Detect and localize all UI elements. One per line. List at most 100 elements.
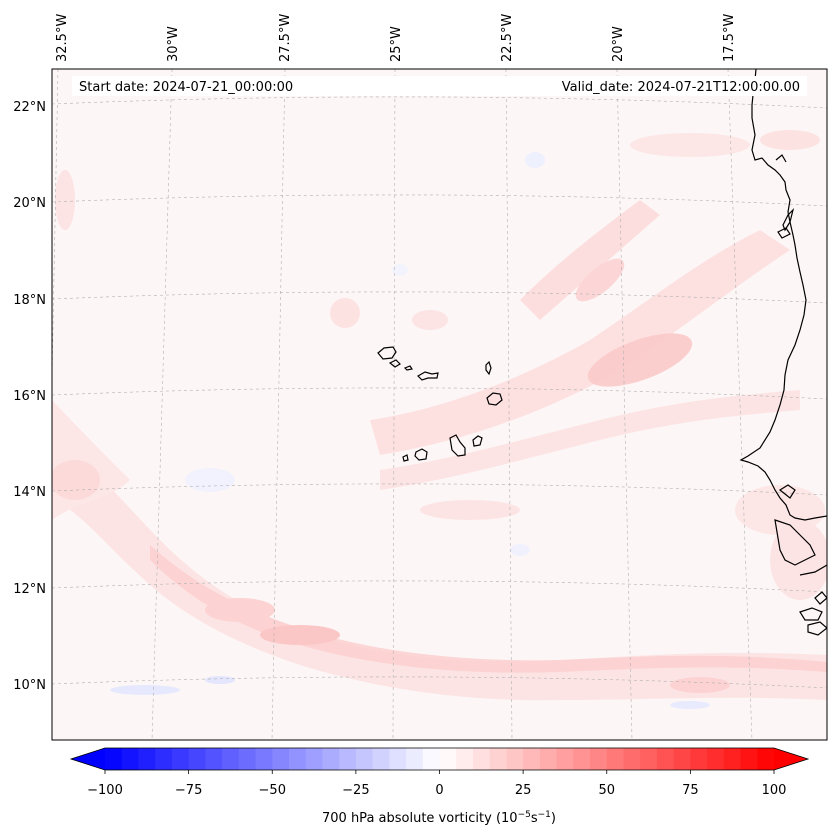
colorbar-cell xyxy=(155,748,173,770)
meridian-line xyxy=(505,69,513,740)
colorbar-cell xyxy=(456,748,474,770)
vorticity-blob xyxy=(630,133,750,157)
negative-vorticity-blob xyxy=(510,544,530,556)
coast-detail xyxy=(799,564,827,576)
colorbar-cell xyxy=(205,748,223,770)
colorbar-cell xyxy=(238,748,257,770)
colorbar-cell xyxy=(673,748,691,770)
colorbar-label-suffix: ) xyxy=(551,811,556,826)
colorbar-tick-label: −100 xyxy=(87,783,123,798)
lat-label: 22°N xyxy=(13,100,46,115)
coast-detail xyxy=(778,484,796,499)
colorbar-cell xyxy=(472,748,491,770)
colorbar-cell xyxy=(539,748,558,770)
colorbar-tick-label: −25 xyxy=(342,783,369,798)
lat-label: 18°N xyxy=(13,293,46,308)
vorticity-band-islands xyxy=(380,390,800,490)
island-brava xyxy=(402,454,409,462)
vorticity-band-ne xyxy=(520,200,660,320)
island-detail xyxy=(807,621,827,636)
vorticity-blob xyxy=(587,333,693,387)
colorbar-extend-max xyxy=(774,748,808,770)
coastlines xyxy=(377,69,827,636)
vorticity-blob xyxy=(260,625,340,645)
island-fogo xyxy=(414,448,428,461)
colorbar-cell xyxy=(372,748,390,770)
colorbar-cell xyxy=(222,748,240,770)
colorbar-cell xyxy=(707,748,725,770)
negative-vorticity-blob xyxy=(670,701,710,709)
colorbar-extend-min xyxy=(71,748,105,770)
colorbar-label: 700 hPa absolute vorticity (10−5s−1) xyxy=(322,810,556,826)
colorbar-cell xyxy=(339,748,357,770)
meridian-line xyxy=(151,69,173,740)
colorbar-cell xyxy=(272,748,290,770)
colorbar-cell xyxy=(138,748,156,770)
lat-label: 14°N xyxy=(13,485,46,500)
start-date-label: Start date: 2024-07-21_00:00:00 xyxy=(79,80,293,95)
guinea-bissau-coast xyxy=(774,519,816,566)
lon-label: 30°W xyxy=(166,26,181,62)
colorbar-cell xyxy=(656,748,675,770)
colorbar-label-prefix: 700 hPa absolute vorticity (10 xyxy=(322,811,518,826)
negative-vorticity-blob xyxy=(392,264,408,276)
lon-label: 22.5°W xyxy=(500,14,515,62)
coast-detail xyxy=(775,154,787,163)
vorticity-blob xyxy=(330,298,360,328)
vorticity-blob xyxy=(205,598,275,622)
african-coastline xyxy=(739,69,827,521)
colorbar-tick-label: 25 xyxy=(515,783,532,798)
valid-date-label: Valid_date: 2024-07-21T12:00:00.00 xyxy=(562,80,800,95)
colorbar-cell xyxy=(556,748,574,770)
colorbar-cell xyxy=(590,748,608,770)
island-santo-antao xyxy=(377,346,397,360)
parallel-line xyxy=(52,580,827,593)
colorbar-cell xyxy=(489,748,507,770)
negative-vorticity-blob xyxy=(185,468,235,492)
island-sal xyxy=(485,360,492,376)
vorticity-field xyxy=(52,69,827,740)
colorbar-label-exp1: −5 xyxy=(518,810,531,820)
lat-label: 10°N xyxy=(13,678,46,693)
meridian-line xyxy=(727,69,753,740)
colorbar-cell xyxy=(389,748,407,770)
colorbar-cell xyxy=(506,748,524,770)
parallel-line xyxy=(52,291,827,304)
colorbar-cell xyxy=(288,748,307,770)
gridlines xyxy=(52,69,827,740)
colorbar-tick-label: 50 xyxy=(598,783,615,798)
parallel-line xyxy=(52,483,827,496)
colorbar-cell xyxy=(322,748,340,770)
lon-label: 32.5°W xyxy=(55,14,70,62)
parallel-line xyxy=(52,96,827,109)
colorbar-tick-label: 100 xyxy=(762,783,787,798)
colorbar-cell xyxy=(723,748,742,770)
colorbar-cell xyxy=(523,748,541,770)
colorbar-cell xyxy=(255,748,273,770)
colorbar-tick-label: 0 xyxy=(435,783,443,798)
vorticity-band-central xyxy=(370,230,790,455)
island-sao-nicolau xyxy=(417,371,439,381)
island-detail xyxy=(799,607,823,621)
colorbar-cell xyxy=(640,748,658,770)
colorbar-label-mid: s xyxy=(531,811,538,826)
parallel-line xyxy=(52,676,827,689)
lat-label: 16°N xyxy=(13,389,46,404)
parallel-line xyxy=(52,387,827,400)
colorbar-label-exp2: −1 xyxy=(538,810,551,820)
vorticity-blob xyxy=(770,520,827,600)
meridian-line xyxy=(271,69,286,740)
colorbar-cell xyxy=(606,748,624,770)
colorbar-cell xyxy=(188,748,206,770)
island-santiago xyxy=(449,434,466,457)
negative-vorticity-blob xyxy=(110,685,180,695)
header-background xyxy=(72,76,807,96)
colorbar-cell xyxy=(439,748,457,770)
meridian-line xyxy=(392,69,396,740)
vorticity-blob xyxy=(575,258,625,302)
vorticity-blob xyxy=(412,310,448,330)
colorbar-tick-label: −50 xyxy=(259,783,286,798)
colorbar-cell xyxy=(121,748,139,770)
